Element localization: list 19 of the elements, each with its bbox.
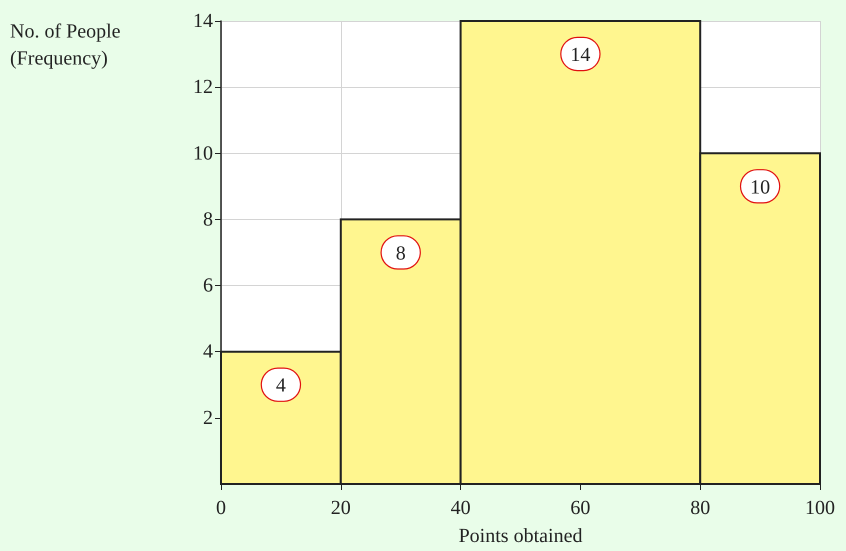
y-tick-label: 12 <box>193 76 213 98</box>
x-tick-label: 40 <box>450 497 471 519</box>
x-tick-label: 80 <box>690 497 710 519</box>
x-tick-label: 60 <box>570 497 590 519</box>
y-tick-label: 10 <box>193 142 213 164</box>
y-tick-label: 2 <box>203 406 213 429</box>
y-tick-label: 6 <box>203 274 213 297</box>
data-label: 4 <box>276 374 286 397</box>
x-tick-label: 20 <box>330 497 351 519</box>
y-axis-title: No. of People (Frequency) <box>10 20 121 70</box>
data-label: 14 <box>570 44 590 66</box>
x-tick-label: 0 <box>216 497 226 519</box>
x-axis-title: Points obtained <box>458 525 582 547</box>
y-tick-label: 8 <box>203 208 213 230</box>
data-label: 8 <box>396 242 406 264</box>
data-label: 10 <box>750 176 770 198</box>
x-tick-label: 100 <box>805 497 835 519</box>
y-tick-label: 14 <box>193 10 213 32</box>
y-tick-label: 4 <box>203 340 213 363</box>
